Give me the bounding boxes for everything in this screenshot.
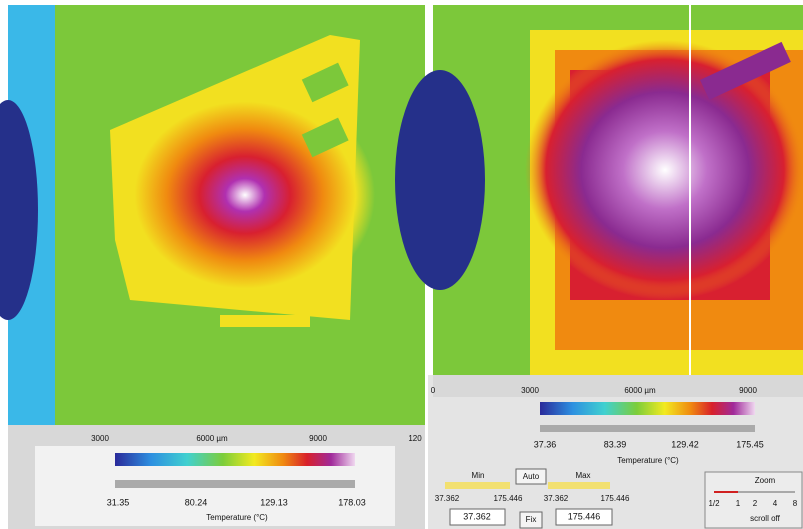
zoom-level[interactable]: 8	[793, 499, 798, 508]
max-range-low: 37.362	[544, 494, 569, 503]
ruler-label: 9000	[309, 434, 327, 443]
ruler-label: 9000	[739, 386, 757, 395]
zoom-level[interactable]: 4	[773, 499, 778, 508]
colorbar-label: 31.35	[107, 497, 130, 507]
colorbar-label: 129.13	[260, 497, 288, 507]
max-label: Max	[575, 471, 590, 480]
ruler-label: 120	[408, 434, 422, 443]
max-input-value[interactable]: 175.446	[568, 511, 601, 521]
colorbar-label: 129.42	[671, 439, 699, 449]
left-colorbar	[115, 453, 355, 466]
ruler-label: 3000	[91, 434, 109, 443]
colorbar-label: 80.24	[185, 497, 208, 507]
colorbar-label: 178.03	[338, 497, 366, 507]
colorbar-title: Temperature (°C)	[617, 456, 679, 465]
auto-button-label[interactable]: Auto	[523, 472, 540, 481]
colorbar-title: Temperature (°C)	[206, 513, 268, 522]
zoom-title: Zoom	[755, 476, 776, 485]
max-range-high: 175.446	[601, 494, 630, 503]
colorbar-label: 83.39	[604, 439, 627, 449]
left-colorbar-slider[interactable]	[115, 480, 355, 488]
screenshot: 3000 6000 µm 9000 120 31.35 80.24 129.13…	[0, 0, 803, 529]
min-range-high: 175.446	[494, 494, 523, 503]
right-colorbar	[540, 402, 755, 415]
zoom-level[interactable]: 1	[736, 499, 741, 508]
scroll-toggle[interactable]: scroll off	[750, 514, 780, 523]
right-colorbar-slider[interactable]	[540, 425, 755, 432]
zoom-level[interactable]: 2	[753, 499, 758, 508]
min-range-low: 37.362	[435, 494, 460, 503]
ruler-label: 0	[431, 386, 436, 395]
colorbar-label: 37.36	[534, 439, 557, 449]
fix-button-label[interactable]: Fix	[526, 515, 537, 524]
ruler-label: 6000 µm	[624, 386, 656, 395]
ruler-label: 6000 µm	[196, 434, 228, 443]
zoom-level[interactable]: 1/2	[708, 499, 720, 508]
ruler-label: 3000	[521, 386, 539, 395]
max-slider[interactable]	[548, 482, 610, 489]
right-thermal-image	[395, 5, 803, 375]
min-slider[interactable]	[445, 482, 510, 489]
min-input-value[interactable]: 37.362	[463, 511, 491, 521]
colorbar-label: 175.45	[736, 439, 764, 449]
min-label: Min	[472, 471, 485, 480]
left-thermal-image	[0, 5, 425, 425]
